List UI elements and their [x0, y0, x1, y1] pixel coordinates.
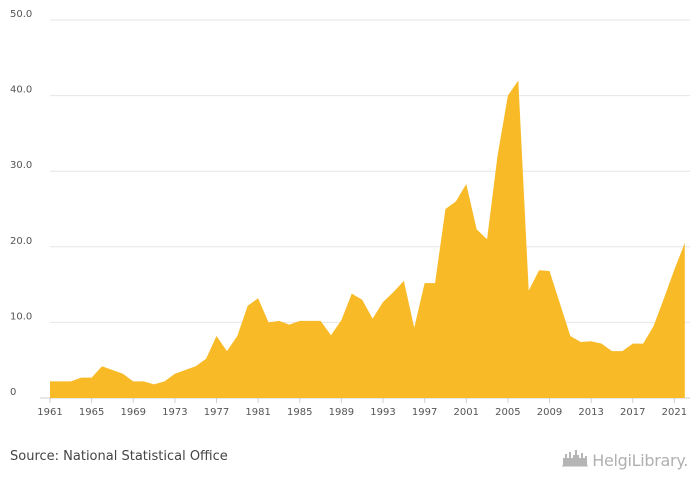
x-tick-label: 1993	[370, 407, 395, 418]
x-tick-label: 2017	[620, 407, 645, 418]
x-tick-label: 1961	[37, 407, 62, 418]
x-tick-label: 1989	[329, 407, 354, 418]
y-tick-label: 40.0	[10, 85, 32, 96]
x-tick-label: 1977	[204, 407, 229, 418]
x-tick-label: 2001	[454, 407, 479, 418]
y-tick-label: 50.0	[10, 9, 32, 20]
x-tick-label: 2009	[537, 407, 562, 418]
area-series	[50, 80, 685, 398]
area-chart: 010.020.030.040.050.0 1961 1965 1969 1973 19…	[10, 9, 690, 418]
helgi-library-logo[interactable]: HelgiLibrary.	[562, 449, 688, 471]
source-note: Source: National Statistical Office	[10, 449, 228, 464]
y-tick-label: 10.0	[10, 311, 32, 322]
x-tick-label: 1981	[245, 407, 270, 418]
y-tick-label: 20.0	[10, 236, 32, 247]
y-tick-label: 0	[10, 387, 16, 398]
x-tick-label: 1997	[412, 407, 437, 418]
x-tick-label: 1965	[79, 407, 104, 418]
y-tick-label: 30.0	[10, 160, 32, 171]
x-tick-label: 2021	[662, 407, 687, 418]
logo-text: HelgiLibrary.	[592, 450, 688, 470]
x-tick-label: 1973	[162, 407, 187, 418]
y-axis-ticks: 0 10.0 20.0 30.0 40.0 50.0	[10, 9, 32, 398]
city-skyline-icon	[562, 449, 589, 472]
x-tick-label: 1969	[121, 407, 146, 418]
x-tick-label: 2005	[495, 407, 520, 418]
x-tick-label: 1985	[287, 407, 312, 418]
area-fill	[50, 80, 685, 398]
x-axis-ticks: 1961 1965 1969 1973 1977 1981 1985 1989 1993 1997…	[37, 398, 687, 418]
x-tick-label: 2013	[578, 407, 603, 418]
